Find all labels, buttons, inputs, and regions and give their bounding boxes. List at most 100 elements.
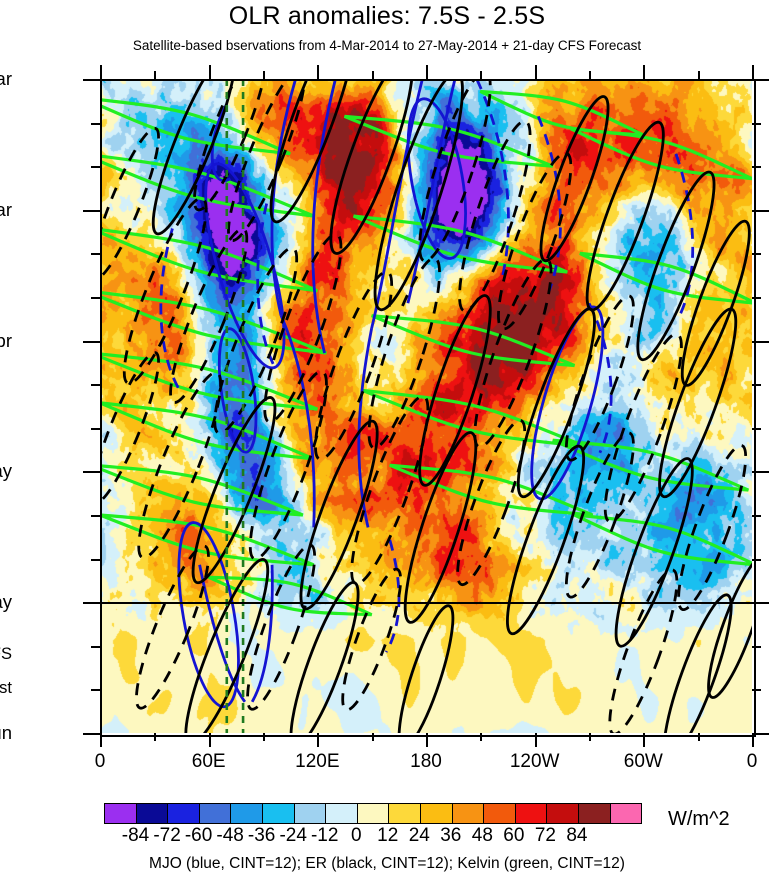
x-axis-label: 0 [94,751,106,772]
x-axis-major-tick [643,733,646,747]
x-axis-minor-tick [697,733,700,741]
colorbar-swatch [198,804,231,823]
y-axis-label: 25-Mar [0,198,12,220]
er-wave-contour [193,79,268,212]
mjo-wave-contour [311,79,337,354]
er-wave-contour [473,257,553,449]
colorbar-swatch [356,804,389,823]
er-wave-contour [677,443,748,611]
er-wave-contour [658,307,738,499]
colorbar-tick-label: -72 [153,825,181,846]
colorbar-tick-label: 24 [408,825,430,846]
er-wave-contour [564,294,635,462]
er-wave-contour [456,419,527,587]
er-wave-contour [662,593,733,733]
x-axis-minor-tick [263,71,265,79]
y-axis-major-tick [83,209,100,212]
kelvin-wave-contour [100,513,315,567]
cfs-forecast-note: Forecast [0,679,12,698]
colorbar-tick-label: -36 [247,825,276,846]
y-axis-major-tick [83,471,100,474]
y-axis-minor-tick [752,166,761,169]
er-wave-contour [350,394,430,586]
y-axis-minor-tick [752,427,761,430]
x-axis-major-tick [100,65,102,79]
y-axis-label: 17-Jun [0,722,12,743]
kelvin-wave-contour [100,352,318,411]
er-wave-contour [191,396,277,585]
x-axis-minor-tick [371,733,374,741]
colorbar-swatch [135,804,168,823]
er-wave-contour [100,126,160,281]
mjo-wave-contour [406,79,457,304]
kelvin-wave-contour [573,513,752,567]
hovmoller-plot-area[interactable]: 0 60E 120E 180 120W 60W 0 [83,65,769,772]
kelvin-wave-contour [389,463,594,517]
forecast-divider-line [100,602,752,605]
er-wave-contour [184,557,270,733]
y-axis-minor-tick [752,384,761,387]
kelvin-wave-contour [100,290,327,355]
mjo-wave-contour [406,97,467,260]
mjo-wave-contour [256,203,276,367]
page-subtitle: Satellite-based bservations from 4-Mar-2… [132,38,642,53]
er-wave-contour [418,294,492,487]
colorbar[interactable] [104,803,642,824]
mjo-wave-contour [198,564,247,703]
er-wave-contour [100,351,160,505]
colorbar-swatch [514,804,547,823]
x-axis-major-tick [100,733,102,747]
mjo-wave-contour [159,228,181,392]
x-axis-major-tick [752,65,754,79]
er-wave-contour [636,170,716,362]
y-axis-major-tick [83,79,100,81]
mjo-wave-contour [530,305,605,501]
y-axis-minor-tick [752,253,761,256]
y-axis-minor-tick [91,122,100,125]
y-axis-major-tick [752,602,769,605]
er-wave-contour [585,120,665,312]
colorbar-swatch [293,804,326,823]
x-axis-minor-tick [589,733,591,741]
x-axis-major-tick [317,65,320,79]
mjo-wave-contour [279,315,316,528]
page-title: OLR anomalies: 7.5S - 2.5S [228,2,546,30]
er-wave-contour [403,431,478,624]
x-axis-major-tick [643,65,646,79]
y-axis-label: 15-Apr [0,329,12,351]
x-axis-label: 180 [410,751,442,772]
y-axis-minor-tick [91,427,100,430]
er-wave-contour [263,232,343,424]
er-wave-contour [329,79,414,255]
y-axis-label: 4-Mar [0,68,12,89]
mjo-wave-contour [536,115,562,292]
x-axis-label: 60W [623,751,663,772]
kelvin-wave-contour [479,89,645,137]
er-wave-contour [289,580,360,733]
y-axis-minor-tick [91,515,100,517]
colorbar-tick-label: -60 [184,825,213,846]
mjo-wave-contour [384,539,401,653]
mjo-wave-contour [177,521,240,709]
mjo-wave-contour [370,79,424,329]
colorbar-tick-label: 84 [566,825,588,846]
er-wave-contour [458,119,532,313]
y-axis-major-tick [83,340,100,343]
y-axis-minor-tick [752,558,761,561]
er-wave-contour [314,270,394,461]
er-wave-contour [135,544,210,710]
mjo-wave-contour [270,79,297,317]
colorbar-tick-label: -48 [216,825,244,846]
x-axis-minor-tick [154,71,157,79]
er-wave-contour [341,567,403,712]
mjo-wave-contour [250,564,274,703]
x-axis-minor-tick [480,733,483,741]
colorbar-swatch [483,804,515,823]
colorbar-swatch [105,804,136,823]
er-wave-contour [373,79,464,312]
x-axis-minor-tick [371,71,374,79]
er-wave-contour [397,604,455,733]
colorbar-unit-label: W/m^2 [668,808,730,830]
cfs-forecast-note: CFS [0,645,12,664]
colorbar-swatch [230,804,262,823]
